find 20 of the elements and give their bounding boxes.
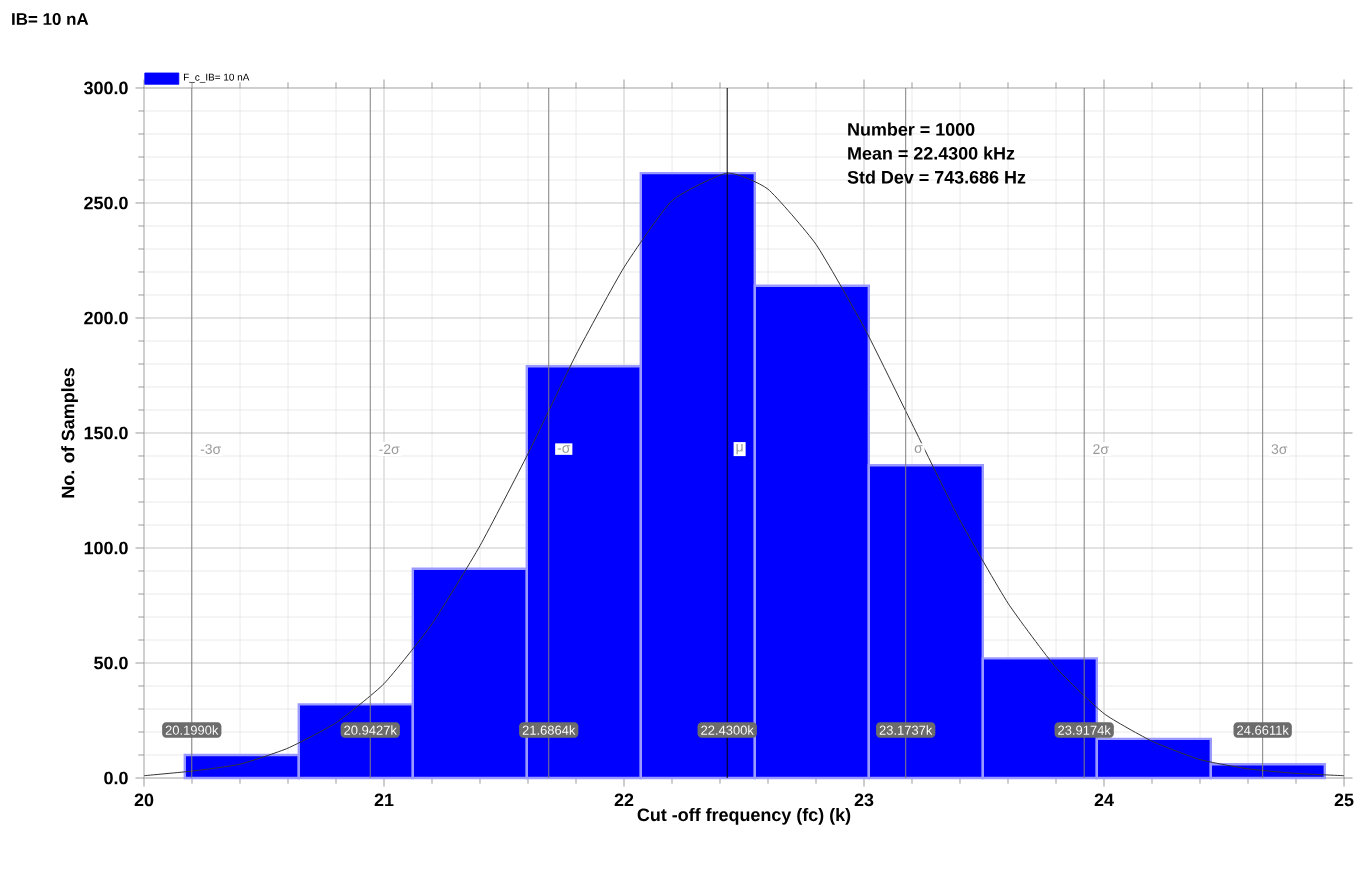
annotation: Std Dev = 743.686 Hz <box>847 170 1026 184</box>
x-axis-title: Cut -off frequency (fc) (k) <box>637 807 851 825</box>
chart-title: IB= 10 nA <box>12 13 89 26</box>
x-tick-label: 24 <box>1094 793 1114 807</box>
x-tick-label: 22 <box>614 793 634 807</box>
y-tick-label: 50.0 <box>94 656 128 670</box>
y-axis-title: No. of Samples <box>61 368 78 498</box>
annotation: Number = 1000 <box>848 122 975 136</box>
x-tick-label: 21 <box>374 793 394 807</box>
x-tick-label: 20 <box>134 793 154 807</box>
x-tick-label: 25 <box>1334 793 1354 807</box>
line-series <box>143 172 1345 777</box>
y-tick-label: 300.0 <box>83 81 128 95</box>
y-tick-label: 150.0 <box>84 426 128 440</box>
x-tick-label: 23 <box>854 793 874 807</box>
y-tick-label: 200.0 <box>84 311 128 325</box>
y-tick-label: 0.0 <box>104 771 128 785</box>
y-tick-label: 100.0 <box>84 541 128 555</box>
y-tick-label: 250.0 <box>84 196 128 210</box>
annotation: Mean = 22.4300 kHz <box>848 146 1015 160</box>
